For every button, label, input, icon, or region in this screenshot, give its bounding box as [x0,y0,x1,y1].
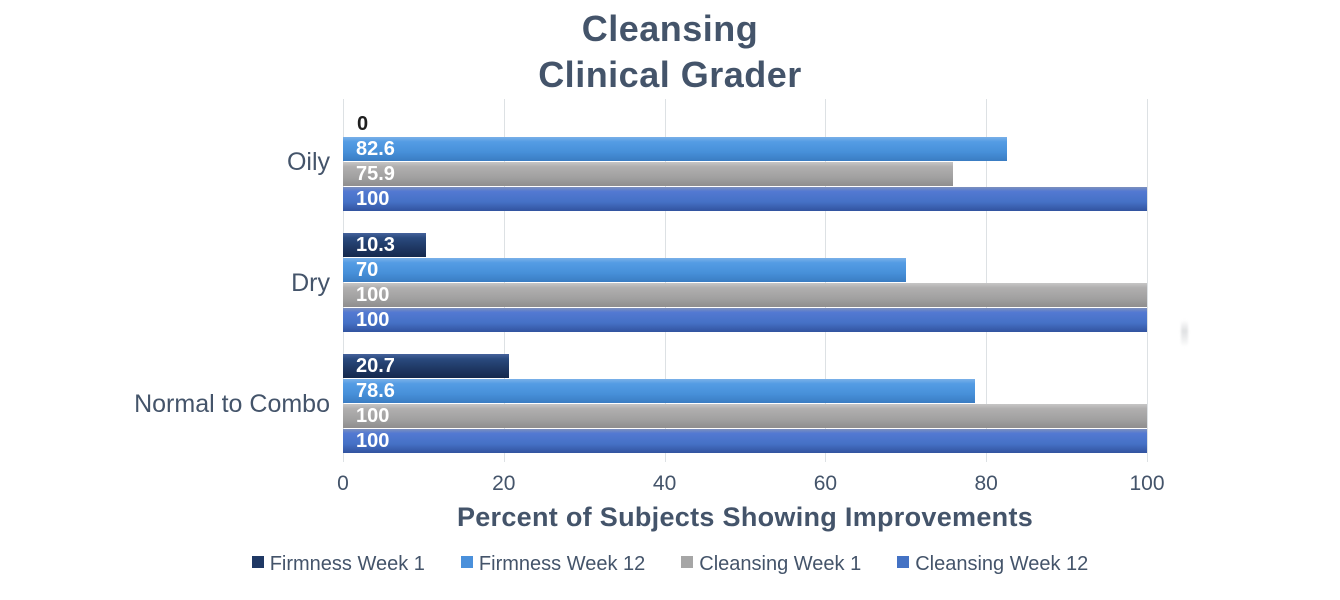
bar-value-label: 100 [356,283,390,306]
bar-value-label: 100 [356,404,390,427]
bar-value-label: 70 [356,258,379,281]
zero-value-label-oily: 0 [357,113,369,135]
legend-swatch-icon [460,555,473,568]
bar-firmness-week-12-normal-to-combo: 78.6 [343,379,975,403]
bar-value-label: 82.6 [356,137,395,160]
x-tick-80: 80 [974,472,998,495]
x-tick-0: 0 [337,472,349,495]
bar-value-label: 100 [356,187,390,210]
bar-firmness-week-1-normal-to-combo: 20.7 [343,354,510,378]
legend-item-firmness-week-12: Firmness Week 12 [460,553,646,576]
bar-value-label: 75.9 [356,162,395,185]
x-tick-100: 100 [1129,472,1165,495]
bar-value-label: 100 [356,429,390,452]
chart-title-line2: Clinical Grader [538,54,802,95]
bar-cleansing-week-12-oily: 100 [343,187,1147,211]
bar-firmness-week-1-dry: 10.3 [343,233,426,257]
legend-swatch-icon [897,555,910,568]
bar-value-label: 100 [356,308,390,331]
category-label-oily: Oily [286,147,330,176]
chart-title: Cleansing Clinical Grader [0,6,1340,98]
bar-cleansing-week-1-normal-to-combo: 100 [343,404,1147,428]
x-axis-title: Percent of Subjects Showing Improvements [456,502,1034,532]
legend-swatch-icon [251,555,264,568]
legend-label: Firmness Week 12 [478,553,646,575]
legend-label: Cleansing Week 12 [915,553,1089,575]
bar-firmness-week-12-dry: 70 [343,258,906,282]
bar-cleansing-week-1-oily: 75.9 [343,162,954,186]
stray-artifact [1181,320,1188,347]
legend-label: Firmness Week 1 [269,553,425,575]
legend-label: Cleansing Week 1 [699,553,862,575]
category-label-normal-to-combo: Normal to Combo [134,389,330,418]
plot-area: 0 82.6 75.9 100 10.3 70 100 100 20.7 78.6 100 100 [343,99,1148,462]
bar-value-label: 78.6 [356,379,395,402]
legend: Firmness Week 1 Firmness Week 12 Cleansing… [0,553,1340,576]
gridline-100 [1147,99,1148,462]
legend-item-cleansing-week-12: Cleansing Week 12 [897,553,1088,576]
bar-cleansing-week-12-dry: 100 [343,308,1147,332]
legend-swatch-icon [681,555,694,568]
gridline-80 [986,99,988,462]
x-tick-40: 40 [652,472,677,495]
x-tick-20: 20 [492,472,516,495]
bar-cleansing-week-12-normal-to-combo: 100 [343,429,1147,453]
bar-cleansing-week-1-dry: 100 [343,283,1147,307]
category-label-dry: Dry [291,268,330,297]
legend-item-cleansing-week-1: Cleansing Week 1 [681,553,861,576]
chart-title-line1: Cleansing [581,8,759,49]
bar-value-label: 20.7 [356,354,395,377]
bar-value-label: 10.3 [356,233,395,256]
bar-firmness-week-12-oily: 82.6 [343,137,1008,161]
x-tick-60: 60 [813,472,838,495]
legend-item-firmness-week-1: Firmness Week 1 [251,553,425,576]
